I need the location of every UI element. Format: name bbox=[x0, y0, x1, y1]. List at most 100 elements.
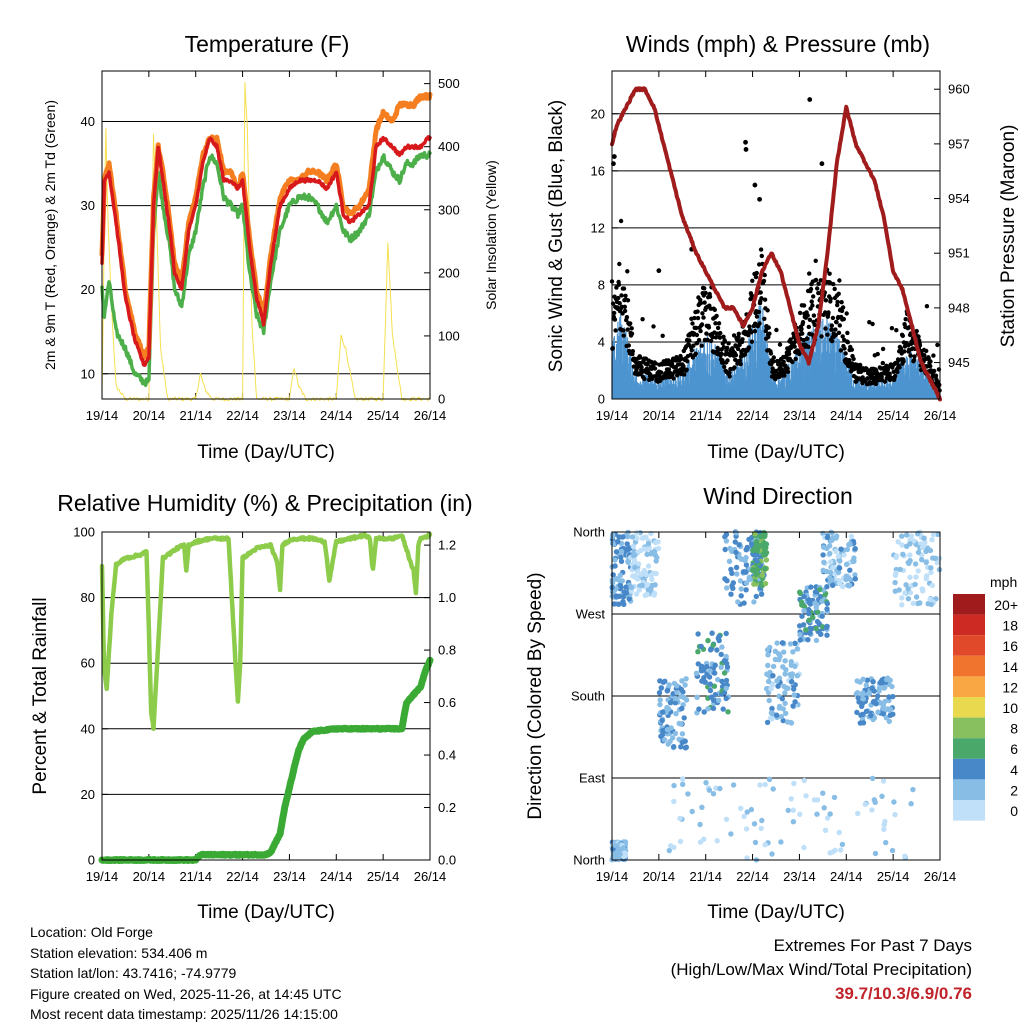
direction-point bbox=[803, 627, 809, 633]
direction-point bbox=[788, 659, 794, 665]
direction-point bbox=[617, 851, 623, 857]
direction-point bbox=[839, 841, 846, 848]
x-tick-label: 25/14 bbox=[367, 408, 400, 423]
direction-point bbox=[707, 647, 714, 653]
gust-point bbox=[816, 281, 821, 286]
direction-point bbox=[699, 804, 705, 810]
direction-point bbox=[869, 807, 875, 813]
direction-point bbox=[617, 572, 623, 578]
direction-point bbox=[794, 646, 800, 652]
direction-point bbox=[630, 543, 637, 550]
x-tick-label: 22/14 bbox=[226, 408, 259, 423]
direction-point bbox=[668, 843, 674, 849]
gust-point bbox=[743, 147, 749, 152]
y-right-tick-label: 0.4 bbox=[438, 748, 456, 763]
direction-point bbox=[633, 574, 639, 581]
gust-point bbox=[685, 359, 690, 364]
gust-point bbox=[625, 298, 631, 303]
direction-point bbox=[824, 606, 830, 612]
x-tick-label: 22/14 bbox=[736, 869, 769, 884]
direction-point bbox=[809, 625, 815, 632]
direction-point bbox=[836, 565, 843, 571]
direction-point bbox=[820, 567, 826, 573]
direction-point bbox=[801, 844, 807, 851]
direction-point bbox=[820, 552, 826, 558]
gust-point bbox=[629, 331, 635, 336]
gust-point bbox=[797, 310, 803, 316]
direction-point bbox=[632, 552, 638, 558]
direction-point bbox=[886, 707, 892, 713]
direction-point bbox=[764, 719, 771, 726]
direction-point bbox=[611, 601, 617, 607]
direction-point bbox=[783, 667, 789, 673]
direction-point bbox=[678, 744, 684, 750]
direction-point bbox=[873, 701, 879, 707]
direction-frame bbox=[611, 531, 941, 861]
x-tick-label: 26/14 bbox=[924, 869, 957, 884]
direction-point bbox=[782, 671, 788, 677]
direction-point bbox=[765, 652, 771, 658]
legend-label: 12 bbox=[1002, 679, 1018, 695]
gust-point bbox=[829, 327, 834, 332]
direction-point bbox=[680, 776, 686, 782]
gust-point bbox=[898, 346, 904, 351]
direction-point bbox=[919, 544, 926, 551]
direction-point bbox=[705, 637, 711, 644]
direction-point bbox=[631, 557, 638, 563]
direction-point bbox=[728, 591, 734, 597]
direction-point bbox=[674, 683, 680, 689]
gust-point bbox=[902, 349, 907, 354]
gust-point bbox=[653, 361, 658, 366]
gust-point bbox=[757, 262, 762, 267]
gust-point bbox=[746, 333, 751, 338]
gust-point bbox=[611, 154, 617, 159]
direction-point bbox=[912, 581, 918, 588]
gust-point bbox=[880, 371, 885, 376]
direction-point bbox=[905, 596, 912, 602]
direction-point bbox=[929, 582, 935, 589]
direction-point bbox=[715, 635, 721, 641]
direction-point bbox=[797, 632, 803, 638]
y-tick-label: 4 bbox=[598, 334, 605, 349]
direction-point bbox=[644, 581, 651, 588]
gust-point bbox=[687, 338, 692, 343]
direction-point bbox=[919, 557, 925, 563]
direction-point bbox=[899, 595, 905, 601]
direction-point bbox=[824, 815, 831, 821]
gust-point bbox=[916, 334, 921, 339]
direction-point bbox=[710, 642, 716, 648]
gust-point bbox=[809, 332, 815, 337]
gust-point bbox=[737, 342, 742, 348]
direction-point bbox=[626, 596, 632, 602]
gust-point bbox=[829, 338, 835, 344]
x-tick-label: 22/14 bbox=[736, 408, 769, 423]
gust-point bbox=[725, 345, 730, 351]
direction-point bbox=[762, 533, 768, 539]
direction-point bbox=[808, 584, 814, 590]
direction-ylabel: Direction (Colored By Speed) bbox=[525, 572, 546, 819]
direction-point bbox=[841, 552, 847, 558]
direction-point bbox=[813, 625, 819, 632]
humidity-panel: Relative Humidity (%) & Precipitation (i… bbox=[30, 490, 473, 923]
solar-insolation-line bbox=[101, 81, 431, 402]
x-tick-label: 21/14 bbox=[179, 869, 212, 884]
gust-point bbox=[707, 294, 713, 299]
direction-point bbox=[733, 549, 739, 556]
gust-point bbox=[738, 361, 743, 367]
direction-point bbox=[621, 850, 627, 856]
direction-point bbox=[671, 744, 677, 750]
direction-point bbox=[774, 640, 780, 646]
direction-point bbox=[616, 534, 622, 540]
direction-point bbox=[658, 733, 664, 739]
direction-point bbox=[915, 600, 921, 607]
direction-point bbox=[863, 682, 869, 688]
direction-point bbox=[812, 589, 819, 595]
direction-point bbox=[908, 801, 914, 807]
direction-point bbox=[824, 600, 831, 607]
humidity-line bbox=[99, 531, 433, 732]
direction-point bbox=[645, 541, 652, 547]
direction-point bbox=[693, 670, 700, 676]
direction-point bbox=[744, 809, 750, 815]
temperature-ylabel: 2m & 9m T (Red, Orange) & 2m Td (Green) bbox=[42, 100, 58, 370]
gust-point bbox=[682, 372, 687, 377]
